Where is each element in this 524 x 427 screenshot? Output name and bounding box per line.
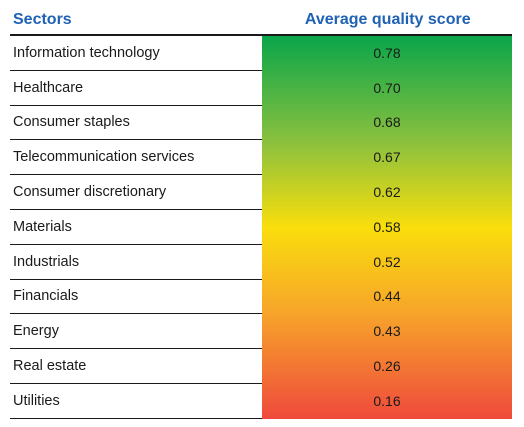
quality-score-value: 0.78 <box>373 44 401 61</box>
table-row: Telecommunication services 0.67 <box>10 140 512 176</box>
table-row: Consumer discretionary 0.62 <box>10 175 512 210</box>
quality-score-value: 0.16 <box>373 392 401 409</box>
quality-score-value: 0.70 <box>373 79 401 96</box>
quality-score-value: 0.43 <box>373 323 401 340</box>
quality-score-cell: 0.52 <box>262 245 512 279</box>
table-row: Utilities 0.16 <box>10 384 512 419</box>
table-row: Industrials 0.52 <box>10 245 512 280</box>
table-row: Information technology 0.78 <box>10 36 512 71</box>
table-row: Financials 0.44 <box>10 280 512 315</box>
sector-name: Consumer discretionary <box>13 184 167 201</box>
quality-score-cell: 0.43 <box>262 314 512 348</box>
quality-score-cell: 0.78 <box>262 36 512 70</box>
sector-name: Materials <box>13 218 72 235</box>
quality-score-value: 0.44 <box>373 288 401 305</box>
quality-score-cell: 0.62 <box>262 175 512 209</box>
quality-score-cell: 0.67 <box>262 140 512 174</box>
table-row: Materials 0.58 <box>10 210 512 245</box>
sector-name: Consumer staples <box>13 114 130 131</box>
quality-score-value: 0.62 <box>373 184 401 201</box>
sector-name: Industrials <box>13 253 80 270</box>
sector-name: Real estate <box>13 358 87 375</box>
sector-name: Telecommunication services <box>13 149 195 166</box>
score-color-gradient <box>262 36 512 419</box>
quality-score-cell: 0.44 <box>262 280 512 314</box>
quality-score-value: 0.68 <box>373 114 401 131</box>
table-row: Consumer staples 0.68 <box>10 106 512 141</box>
table-header: Sectors Average quality score <box>10 6 512 34</box>
sectors-column-header: Sectors <box>13 11 72 28</box>
quality-score-cell: 0.58 <box>262 210 512 244</box>
quality-score-cell: 0.26 <box>262 349 512 383</box>
sector-name: Information technology <box>13 44 160 61</box>
sector-name: Healthcare <box>13 79 84 96</box>
quality-score-cell: 0.16 <box>262 384 512 418</box>
sector-quality-table: Sectors Average quality score Informatio… <box>10 6 512 419</box>
table-body: Information technology 0.78 Healthcare 0.70… <box>10 36 512 419</box>
table-row: Real estate 0.26 <box>10 349 512 384</box>
sector-name: Utilities <box>13 392 60 409</box>
sector-name: Financials <box>13 288 79 305</box>
sector-name: Energy <box>13 323 59 340</box>
quality-score-value: 0.52 <box>373 253 401 270</box>
table-row: Healthcare 0.70 <box>10 71 512 106</box>
quality-score-value: 0.26 <box>373 358 401 375</box>
score-column-header: Average quality score <box>304 11 471 28</box>
quality-score-cell: 0.70 <box>262 71 512 105</box>
quality-score-value: 0.67 <box>373 149 401 166</box>
table-row: Energy 0.43 <box>10 314 512 350</box>
header-divider <box>10 34 512 36</box>
quality-score-cell: 0.68 <box>262 106 512 140</box>
quality-score-value: 0.58 <box>373 218 401 235</box>
